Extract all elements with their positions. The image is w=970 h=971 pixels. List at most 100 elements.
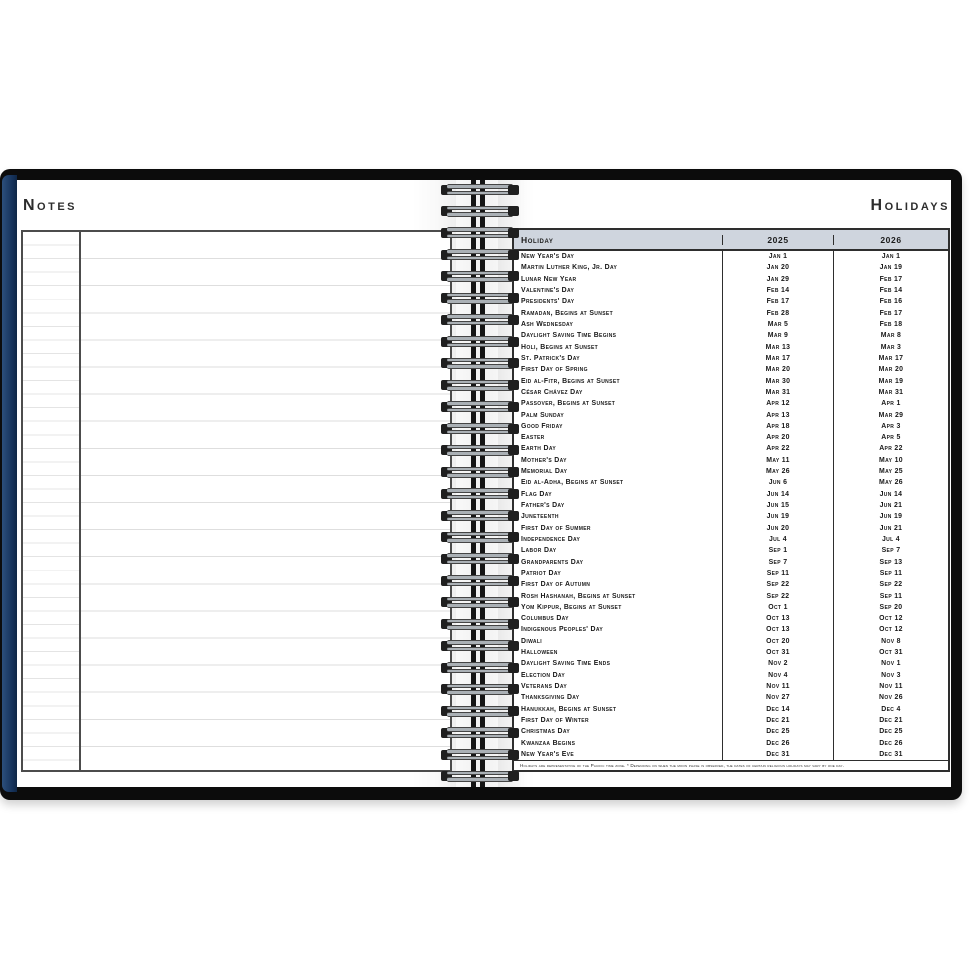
punch-hole bbox=[441, 597, 452, 608]
holiday-name-cell: Good Friday bbox=[521, 422, 563, 430]
holiday-name-cell: New Year's Day bbox=[521, 253, 575, 261]
wire bbox=[447, 553, 513, 558]
wire bbox=[447, 386, 513, 391]
binding-wire-loop bbox=[441, 596, 519, 608]
punch-hole bbox=[508, 662, 519, 673]
date-2026-cell: Sep 11 bbox=[879, 592, 903, 600]
holiday-row: Columbus Day Oct 13 Oct 12 bbox=[514, 613, 948, 625]
punch-hole bbox=[508, 771, 519, 782]
date-2026-cell: Nov 8 bbox=[881, 637, 901, 645]
punch-hole bbox=[441, 358, 452, 369]
date-2026-cell: Nov 3 bbox=[881, 671, 901, 679]
date-2025-cell: Mar 31 bbox=[722, 386, 834, 399]
notes-page-title: Notes bbox=[23, 197, 78, 214]
date-2026-cell: Jun 21 bbox=[879, 524, 903, 532]
holiday-name-cell: Eid al-Adha, Begins at Sunset bbox=[521, 479, 624, 487]
date-2025-cell: Apr 12 bbox=[722, 398, 834, 410]
punch-hole bbox=[508, 749, 519, 760]
wire bbox=[447, 625, 513, 630]
wire bbox=[447, 401, 513, 406]
holiday-row: St. Patrick's Day Mar 17 Mar 17 bbox=[514, 352, 948, 365]
date-2025-cell: May 26 bbox=[722, 465, 834, 478]
holiday-row: Flag Day Jun 14 Jun 14 bbox=[514, 488, 948, 500]
binding-wire-loop bbox=[441, 488, 519, 500]
date-2026-cell: Nov 1 bbox=[881, 660, 901, 668]
holiday-name-cell: Valentine's Day bbox=[521, 287, 575, 295]
holiday-name-cell: St. Patrick's Day bbox=[521, 354, 580, 362]
holiday-row: Kwanzaa Begins Dec 26 Dec 26 bbox=[514, 737, 948, 749]
holiday-name-cell: Memorial Day bbox=[521, 468, 568, 476]
holiday-row: Diwali Oct 20 Nov 8 bbox=[514, 635, 948, 647]
binding-wire-loop bbox=[441, 227, 519, 239]
punch-hole bbox=[441, 575, 452, 586]
wire bbox=[447, 314, 513, 319]
holiday-row: Eid al-Adha, Begins at Sunset Jun 6 May 26 bbox=[514, 477, 948, 489]
date-2025-cell: Jun 19 bbox=[722, 511, 834, 523]
wire bbox=[447, 379, 513, 385]
date-2025-cell: Apr 22 bbox=[722, 443, 834, 455]
wire bbox=[447, 488, 513, 493]
date-2026-cell: Feb 16 bbox=[879, 298, 903, 306]
binding-wire-loop bbox=[441, 336, 519, 348]
binding-wire-loop bbox=[441, 640, 519, 652]
holiday-row: Father's Day Jun 15 Jun 21 bbox=[514, 499, 948, 512]
wire bbox=[447, 494, 513, 500]
wire bbox=[447, 292, 513, 298]
date-2025-cell: Mar 20 bbox=[722, 364, 834, 376]
binding-wire-loop bbox=[441, 205, 519, 217]
holiday-row: Indigenous Peoples' Day Oct 13 Oct 12 bbox=[514, 624, 948, 636]
date-2025-cell: Dec 26 bbox=[722, 737, 834, 749]
holiday-row: Martin Luther King, Jr. Day Jan 20 Jan 19 bbox=[514, 262, 948, 274]
wire bbox=[447, 364, 513, 369]
wire bbox=[447, 277, 513, 282]
wire bbox=[447, 538, 513, 543]
punch-hole bbox=[508, 706, 519, 717]
holiday-row: Hanukkah, Begins at Sunset Dec 14 Dec 4 bbox=[514, 703, 948, 715]
binding-wire-loop bbox=[441, 423, 519, 435]
wire bbox=[447, 184, 513, 189]
wire bbox=[447, 190, 513, 195]
punch-hole bbox=[508, 532, 519, 543]
holiday-row: Yom Kippur, Begins at Sunset Oct 1 Sep 20 bbox=[514, 601, 948, 613]
date-2025-cell: Mar 9 bbox=[722, 330, 834, 342]
date-2025-cell: Feb 14 bbox=[722, 284, 834, 297]
punch-hole bbox=[441, 532, 452, 543]
holiday-row: Palm Sunday Apr 13 Mar 29 bbox=[514, 409, 948, 421]
date-2026-cell: Feb 18 bbox=[879, 321, 903, 329]
wire bbox=[447, 777, 513, 782]
wire bbox=[447, 575, 513, 580]
punch-hole bbox=[441, 293, 452, 304]
holiday-row: Juneteenth Jun 19 Jun 19 bbox=[514, 511, 948, 523]
wire bbox=[447, 640, 513, 645]
punch-hole bbox=[508, 380, 519, 391]
header-cell-2025: 2025 bbox=[722, 234, 834, 245]
punch-hole bbox=[441, 271, 452, 282]
punch-hole bbox=[441, 771, 452, 782]
date-2025-cell: Oct 13 bbox=[722, 624, 834, 636]
date-2026-cell: May 25 bbox=[879, 468, 903, 476]
date-2026-cell: Feb 14 bbox=[879, 287, 903, 295]
date-2025-cell: Apr 18 bbox=[722, 420, 834, 432]
holiday-name-cell: Lunar New Year bbox=[521, 275, 577, 283]
date-2025-cell: May 11 bbox=[722, 454, 834, 466]
notes-ruled-area bbox=[21, 230, 452, 772]
holiday-name-cell: Eid al-Fitr, Begins at Sunset bbox=[521, 377, 620, 385]
holiday-row: Daylight Saving Time Begins Mar 9 Mar 8 bbox=[514, 330, 948, 342]
holiday-row: First Day of Autumn Sep 22 Sep 22 bbox=[514, 579, 948, 591]
date-2025-cell: Jun 6 bbox=[722, 477, 834, 489]
holiday-row: Christmas Day Dec 25 Dec 25 bbox=[514, 726, 948, 738]
punch-hole bbox=[441, 249, 452, 260]
holiday-row: Daylight Saving Time Ends Nov 2 Nov 1 bbox=[514, 658, 948, 670]
punch-hole bbox=[441, 423, 452, 434]
punch-hole bbox=[508, 227, 519, 238]
wire bbox=[447, 357, 513, 363]
binding-wire-loop bbox=[441, 466, 519, 478]
holiday-name-cell: Diwali bbox=[521, 637, 542, 645]
date-2025-cell: Nov 27 bbox=[722, 692, 834, 704]
holiday-table-body: New Year's Day Jan 1 Jan 1 Martin Luther Ki… bbox=[514, 251, 948, 761]
wire bbox=[447, 299, 513, 304]
binding-wire-loop bbox=[441, 749, 519, 761]
binding-wire-loop bbox=[441, 314, 519, 326]
wire bbox=[447, 212, 513, 217]
binding-wire-loop bbox=[441, 770, 519, 782]
